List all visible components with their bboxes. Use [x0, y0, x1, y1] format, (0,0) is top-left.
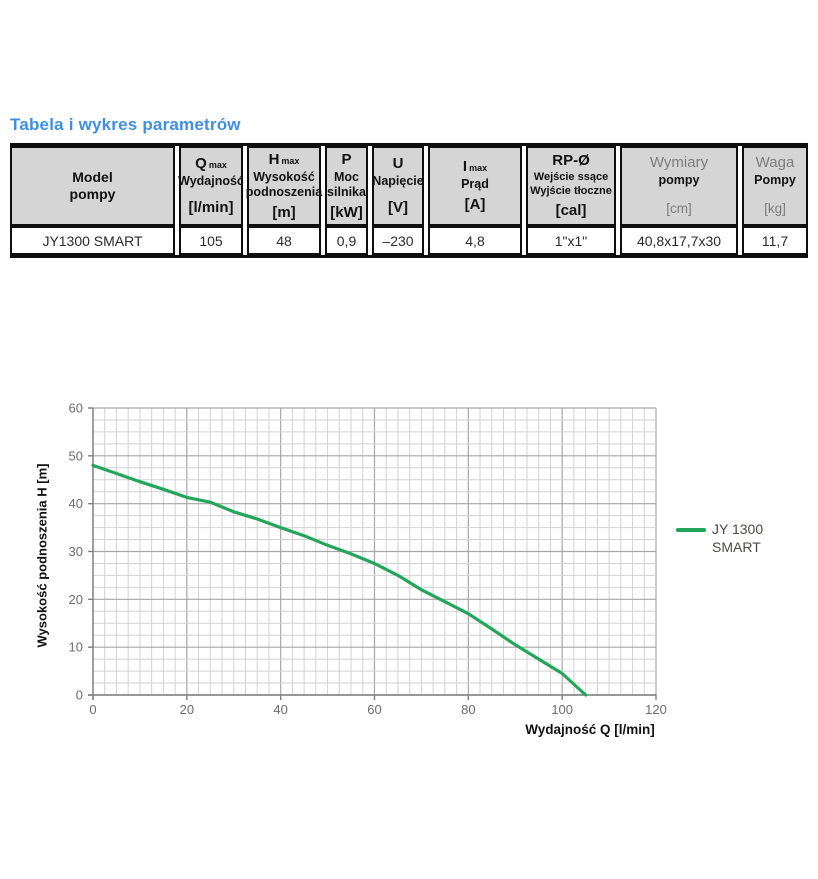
pump-curve-svg: 0 10 20 30 40 50 60 0 20 40 60 80 100 120	[69, 401, 667, 718]
header-unit: [cm]	[666, 200, 692, 216]
svg-text:40: 40	[273, 702, 287, 717]
header-line: Napięcie	[372, 173, 424, 188]
svg-text:50: 50	[69, 448, 83, 463]
svg-text:120: 120	[645, 702, 667, 717]
svg-text:60: 60	[367, 702, 381, 717]
svg-text:100: 100	[551, 702, 573, 717]
col-header-weight: Waga Pompy [kg]	[742, 146, 808, 226]
col-header-voltage: U Napięcie [V]	[372, 146, 424, 226]
header-line: Waga	[755, 154, 795, 172]
header-unit: [kW]	[330, 203, 363, 221]
row-model: JY1300 SMART	[10, 226, 175, 255]
header-line: Model	[72, 168, 113, 185]
header-unit: [kg]	[764, 200, 786, 216]
header-unit: [V]	[388, 199, 408, 217]
header-line: pompy	[69, 186, 116, 202]
row-power: 0,9	[325, 226, 368, 255]
header-unit: [l/min]	[188, 199, 234, 217]
svg-text:20: 20	[69, 592, 83, 607]
row-weight: 11,7	[742, 226, 808, 255]
row-hmax: 48	[247, 226, 321, 255]
row-current: 4,8	[428, 226, 522, 255]
svg-text:60: 60	[69, 401, 83, 416]
header-line: Wymiary	[649, 154, 709, 172]
header-line: podnoszenia	[245, 185, 323, 200]
col-header-dimensions: Wymiary pompy [cm]	[620, 146, 738, 226]
header-line: silnika	[327, 185, 366, 200]
page-title: Tabela i wykres parametrów	[10, 115, 241, 134]
header-unit: [A]	[464, 195, 486, 213]
row-rp: 1"x1"	[526, 226, 616, 255]
header-symbol: RP-Ø	[552, 152, 590, 170]
svg-text:30: 30	[69, 544, 83, 559]
header-symbol: P	[341, 150, 352, 168]
header-line: Wydajność	[178, 173, 244, 188]
svg-text:40: 40	[69, 496, 83, 511]
header-line: Moc	[334, 169, 359, 184]
pump-curve-chart: Wysokość podnoszenia H [m] 0 10 20 30 40 50 60…	[0, 390, 818, 760]
col-header-model: Model pompy	[10, 146, 175, 226]
header-unit: [m]	[272, 203, 296, 221]
row-voltage: –230	[372, 226, 424, 255]
header-line: Wysokość	[253, 169, 315, 184]
header-line: Wejście ssące	[533, 171, 609, 184]
svg-text:10: 10	[69, 640, 83, 655]
svg-text:0: 0	[89, 702, 96, 717]
header-line: Pompy	[754, 173, 796, 188]
chart-legend: JY 1300 SMART	[676, 520, 763, 556]
svg-text:0: 0	[76, 688, 83, 703]
svg-text:20: 20	[180, 702, 194, 717]
legend-label: JY 1300 SMART	[712, 521, 764, 556]
svg-text:80: 80	[461, 702, 475, 717]
row-qmax: 105	[179, 226, 243, 255]
header-line: Wyjście tłoczne	[530, 185, 612, 198]
x-axis-title: Wydajność Q [l/min]	[525, 722, 655, 737]
header-unit: [cal]	[555, 201, 587, 219]
row-dimensions: 40,8x17,7x30	[620, 226, 738, 255]
header-symbol: U	[392, 154, 404, 172]
col-header-rp: RP-Ø Wejście ssące Wyjście tłoczne [cal]	[526, 146, 616, 226]
y-axis-title: Wysokość podnoszenia H [m]	[34, 463, 50, 648]
col-header-power: P Moc silnika [kW]	[325, 146, 368, 226]
legend-line-swatch	[676, 528, 706, 532]
header-line: pompy	[658, 173, 700, 188]
header-line: Prąd	[461, 177, 489, 192]
